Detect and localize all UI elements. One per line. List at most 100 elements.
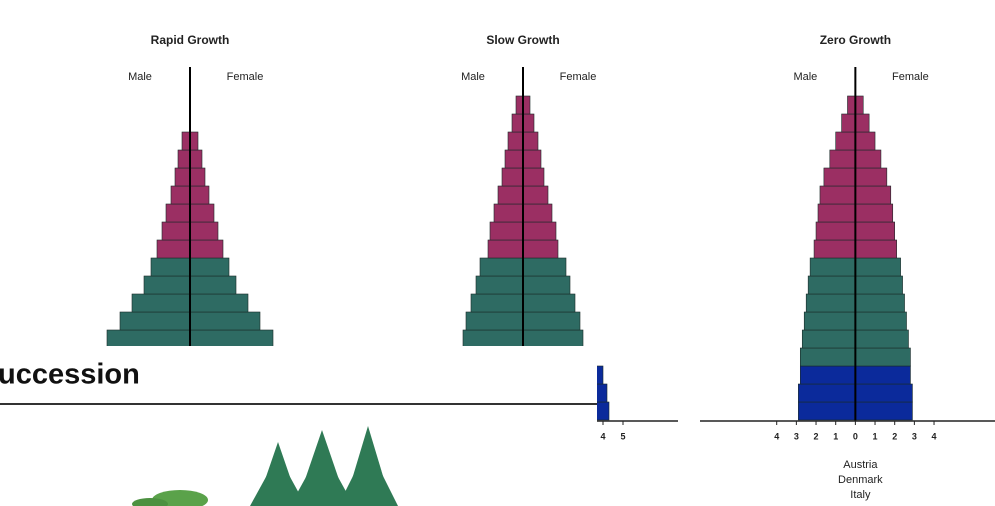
male-bar bbox=[830, 150, 856, 168]
male-bar bbox=[820, 186, 855, 204]
x-tick-label: 4 bbox=[932, 431, 937, 441]
male-bar bbox=[144, 276, 190, 294]
female-bar bbox=[855, 330, 908, 348]
male-bar bbox=[816, 222, 855, 240]
female-bar bbox=[855, 366, 910, 384]
male-bar bbox=[516, 96, 523, 114]
female-bar bbox=[523, 312, 580, 330]
male-bar bbox=[494, 204, 523, 222]
female-bar bbox=[523, 330, 583, 348]
female-bar bbox=[190, 276, 236, 294]
male-bar bbox=[107, 330, 190, 348]
left-label: Male bbox=[128, 71, 152, 83]
male-bar bbox=[842, 114, 856, 132]
male-bar bbox=[488, 240, 523, 258]
male-bar bbox=[814, 240, 855, 258]
female-bar bbox=[523, 132, 538, 150]
female-bar bbox=[523, 204, 552, 222]
x-tick-label: 1 bbox=[873, 431, 878, 441]
female-bar bbox=[855, 312, 906, 330]
female-bar bbox=[855, 132, 875, 150]
female-bar bbox=[190, 132, 198, 150]
male-bar bbox=[798, 402, 855, 420]
male-bar bbox=[162, 222, 190, 240]
female-bar bbox=[855, 240, 896, 258]
male-bar bbox=[182, 132, 190, 150]
chart-title: Zero Growth bbox=[820, 33, 891, 47]
female-bar bbox=[855, 150, 881, 168]
right-label: Female bbox=[892, 71, 929, 83]
female-bar bbox=[855, 114, 869, 132]
male-bar bbox=[798, 384, 855, 402]
female-bar bbox=[523, 222, 556, 240]
male-bar bbox=[498, 186, 523, 204]
country-label: Italy bbox=[850, 489, 871, 501]
female-bar bbox=[190, 240, 223, 258]
female-bar bbox=[523, 240, 558, 258]
female-bar bbox=[190, 258, 229, 276]
female-bar bbox=[523, 168, 544, 186]
male-bar bbox=[490, 222, 523, 240]
x-tick-label: 1 bbox=[833, 431, 838, 441]
x-tick-label: 2 bbox=[814, 431, 819, 441]
female-bar bbox=[190, 186, 209, 204]
female-bar bbox=[855, 294, 904, 312]
male-bar bbox=[463, 330, 523, 348]
female-bar bbox=[855, 204, 892, 222]
female-bar bbox=[523, 276, 570, 294]
slide-title: uccession bbox=[0, 359, 140, 391]
male-bar bbox=[166, 204, 190, 222]
male-bar bbox=[800, 366, 855, 384]
male-bar bbox=[175, 168, 190, 186]
female-bar bbox=[855, 276, 902, 294]
female-bar bbox=[523, 96, 530, 114]
male-bar bbox=[171, 186, 190, 204]
male-bar bbox=[836, 132, 856, 150]
male-bar bbox=[502, 168, 523, 186]
right-label: Female bbox=[227, 71, 264, 83]
country-label: Denmark bbox=[838, 474, 883, 486]
x-tick-label: 4 bbox=[774, 431, 779, 441]
male-bar bbox=[804, 312, 855, 330]
male-bar bbox=[480, 258, 523, 276]
male-bar bbox=[476, 276, 523, 294]
female-bar bbox=[190, 150, 202, 168]
male-bar bbox=[808, 276, 855, 294]
female-bar bbox=[855, 96, 863, 114]
x-tick-label: 0 bbox=[853, 431, 858, 441]
male-bar bbox=[505, 150, 523, 168]
female-bar bbox=[523, 294, 575, 312]
female-bar bbox=[855, 384, 912, 402]
female-bar bbox=[190, 168, 205, 186]
male-bar bbox=[824, 168, 855, 186]
female-bar bbox=[190, 312, 260, 330]
female-bar bbox=[190, 294, 248, 312]
female-bar bbox=[190, 330, 273, 348]
male-bar bbox=[848, 96, 856, 114]
female-bar bbox=[523, 186, 548, 204]
female-bar bbox=[855, 168, 886, 186]
male-bar bbox=[178, 150, 190, 168]
male-bar bbox=[512, 114, 523, 132]
chart-title: Slow Growth bbox=[486, 33, 559, 47]
x-tick-label: 5 bbox=[620, 431, 625, 441]
female-bar bbox=[855, 348, 910, 366]
right-label: Female bbox=[560, 71, 597, 83]
male-bar bbox=[800, 348, 855, 366]
male-bar bbox=[818, 204, 855, 222]
female-bar bbox=[523, 150, 541, 168]
screenshot: Rapid GrowthMaleFemale54321012345Slow Gr… bbox=[0, 0, 995, 506]
x-tick-label: 4 bbox=[600, 431, 605, 441]
female-bar bbox=[855, 222, 894, 240]
country-label: Austria bbox=[843, 459, 878, 471]
female-bar bbox=[523, 258, 566, 276]
female-bar bbox=[523, 114, 534, 132]
male-bar bbox=[471, 294, 523, 312]
male-bar bbox=[802, 330, 855, 348]
male-bar bbox=[806, 294, 855, 312]
chart-title: Rapid Growth bbox=[151, 33, 230, 47]
succession-slide: uccession bbox=[0, 346, 597, 506]
male-bar bbox=[132, 294, 190, 312]
left-label: Male bbox=[461, 71, 485, 83]
male-bar bbox=[508, 132, 523, 150]
